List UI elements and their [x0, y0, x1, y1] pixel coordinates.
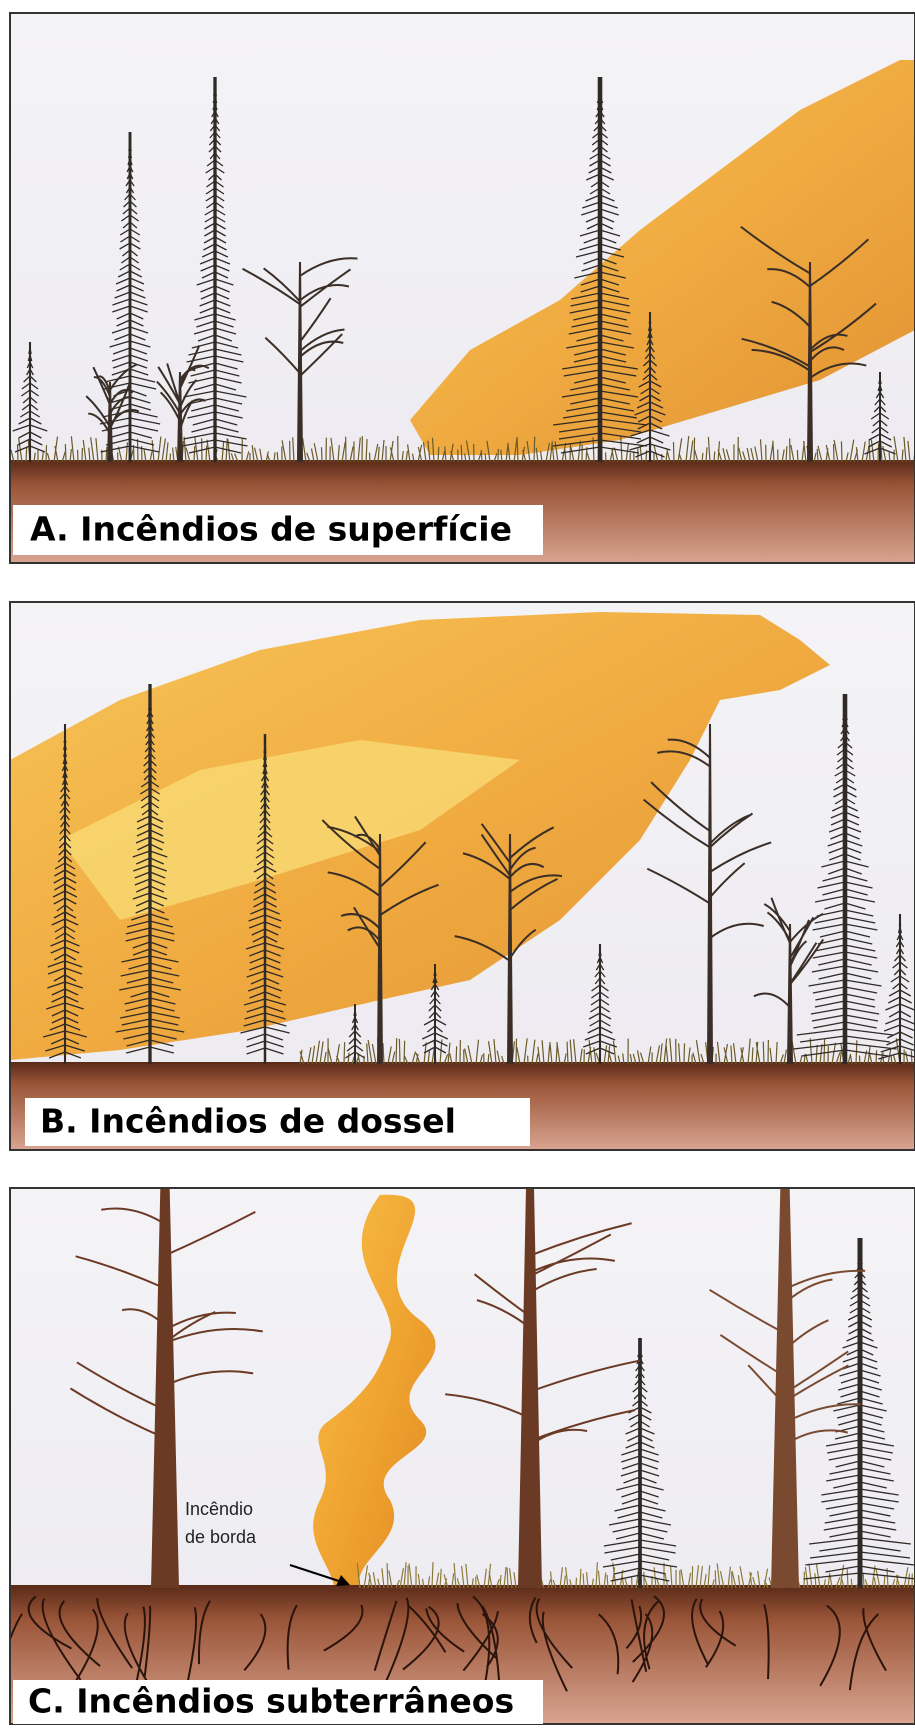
panel-label: B. Incêndios de dossel	[40, 1102, 456, 1141]
panel-surface	[10, 13, 915, 563]
page: A. Incêndios de superfície B. Incêndios …	[0, 0, 915, 1734]
panel-label: C. Incêndios subterrâneos	[28, 1682, 514, 1721]
illustration: A. Incêndios de superfície B. Incêndios …	[0, 0, 915, 1734]
panel-canopy	[10, 602, 915, 1150]
annotation: de borda	[185, 1527, 257, 1547]
panel-label: A. Incêndios de superfície	[30, 510, 512, 549]
annotation: Incêndio	[185, 1499, 253, 1519]
panel-underground	[0, 1188, 915, 1724]
